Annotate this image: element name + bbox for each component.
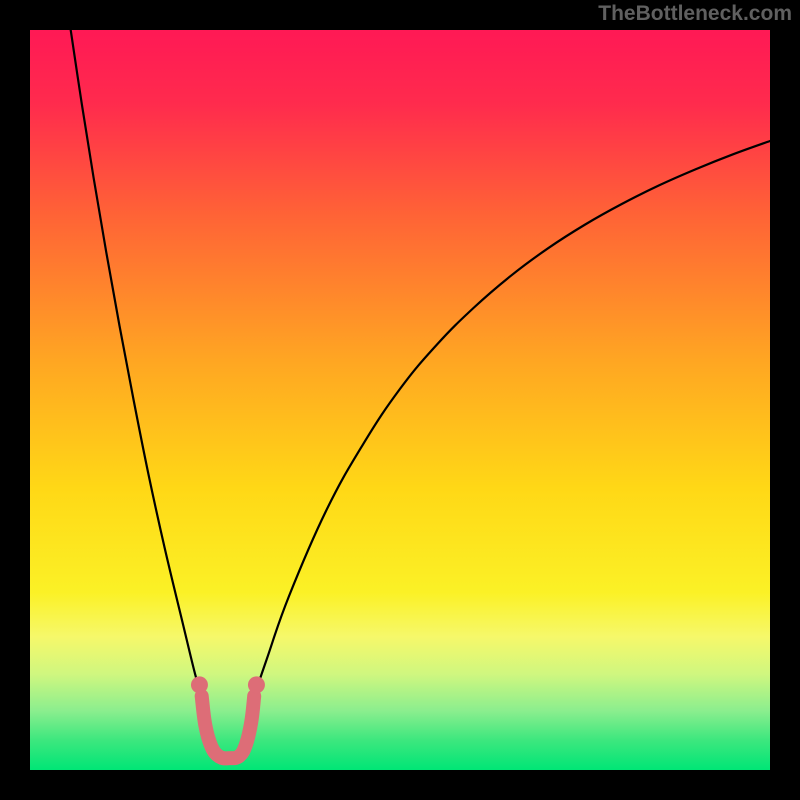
curve-right: [254, 141, 770, 696]
curve-left: [71, 30, 202, 696]
valley-end-dot-0: [191, 676, 208, 693]
valley-u-marker: [202, 696, 255, 758]
curve-layer: [0, 0, 800, 800]
valley-end-dot-1: [248, 676, 265, 693]
watermark-text: TheBottleneck.com: [598, 2, 792, 26]
chart-container: { "watermark": { "text": "TheBottleneck.…: [0, 0, 800, 800]
